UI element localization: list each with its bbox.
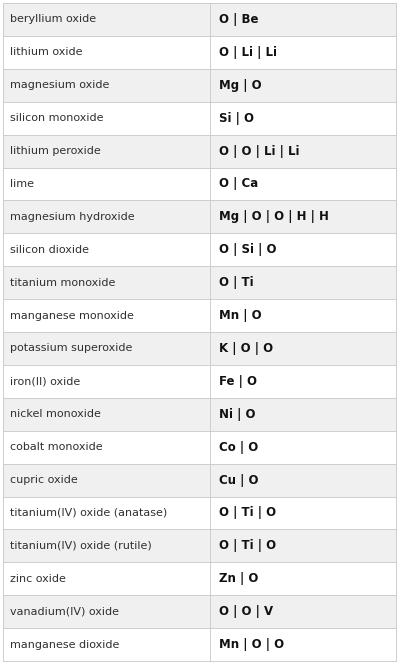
Text: cupric oxide: cupric oxide — [10, 475, 78, 485]
Text: cobalt monoxide: cobalt monoxide — [10, 442, 103, 452]
Bar — [3, 431, 396, 463]
Bar — [3, 595, 396, 628]
Bar — [3, 135, 396, 167]
Bar — [3, 201, 396, 233]
Text: silicon dioxide: silicon dioxide — [10, 245, 89, 255]
Text: K | O | O: K | O | O — [219, 342, 273, 355]
Text: nickel monoxide: nickel monoxide — [10, 409, 101, 419]
Text: titanium(IV) oxide (rutile): titanium(IV) oxide (rutile) — [10, 541, 152, 551]
Text: Mn | O: Mn | O — [219, 309, 262, 322]
Bar — [3, 628, 396, 661]
Text: magnesium oxide: magnesium oxide — [10, 80, 109, 90]
Bar — [3, 233, 396, 266]
Bar — [3, 463, 396, 497]
Text: O | Ca: O | Ca — [219, 177, 258, 191]
Text: Si | O: Si | O — [219, 112, 254, 125]
Text: magnesium hydroxide: magnesium hydroxide — [10, 212, 134, 222]
Bar — [3, 102, 396, 135]
Text: O | Li | Li: O | Li | Li — [219, 46, 277, 59]
Bar — [3, 69, 396, 102]
Text: Co | O: Co | O — [219, 441, 258, 454]
Text: O | Ti | O: O | Ti | O — [219, 539, 276, 552]
Bar — [3, 398, 396, 431]
Text: manganese dioxide: manganese dioxide — [10, 639, 119, 649]
Text: Mn | O | O: Mn | O | O — [219, 638, 284, 651]
Text: O | Ti | O: O | Ti | O — [219, 507, 276, 519]
Text: titanium monoxide: titanium monoxide — [10, 278, 115, 288]
Bar — [3, 167, 396, 201]
Text: Zn | O: Zn | O — [219, 572, 259, 585]
Bar — [3, 562, 396, 595]
Text: titanium(IV) oxide (anatase): titanium(IV) oxide (anatase) — [10, 508, 167, 518]
Text: iron(II) oxide: iron(II) oxide — [10, 376, 80, 386]
Text: O | O | V: O | O | V — [219, 605, 273, 618]
Text: vanadium(IV) oxide: vanadium(IV) oxide — [10, 607, 119, 617]
Text: O | Si | O: O | Si | O — [219, 243, 277, 256]
Bar — [3, 3, 396, 36]
Text: Mg | O: Mg | O — [219, 79, 262, 92]
Text: lime: lime — [10, 179, 34, 189]
Bar — [3, 266, 396, 299]
Text: O | O | Li | Li: O | O | Li | Li — [219, 145, 300, 157]
Text: beryllium oxide: beryllium oxide — [10, 15, 96, 25]
Bar — [3, 365, 396, 398]
Text: Cu | O: Cu | O — [219, 473, 259, 487]
Text: lithium peroxide: lithium peroxide — [10, 146, 101, 156]
Text: Ni | O: Ni | O — [219, 408, 255, 421]
Text: manganese monoxide: manganese monoxide — [10, 311, 134, 321]
Bar — [3, 497, 396, 529]
Bar — [3, 36, 396, 69]
Bar — [3, 529, 396, 562]
Bar — [3, 332, 396, 365]
Text: potassium superoxide: potassium superoxide — [10, 343, 132, 353]
Text: Mg | O | O | H | H: Mg | O | O | H | H — [219, 210, 329, 223]
Bar — [3, 299, 396, 332]
Text: Fe | O: Fe | O — [219, 375, 257, 388]
Text: O | Ti: O | Ti — [219, 276, 254, 289]
Text: lithium oxide: lithium oxide — [10, 47, 83, 57]
Text: zinc oxide: zinc oxide — [10, 574, 66, 584]
Text: O | Be: O | Be — [219, 13, 259, 26]
Text: silicon monoxide: silicon monoxide — [10, 113, 103, 123]
